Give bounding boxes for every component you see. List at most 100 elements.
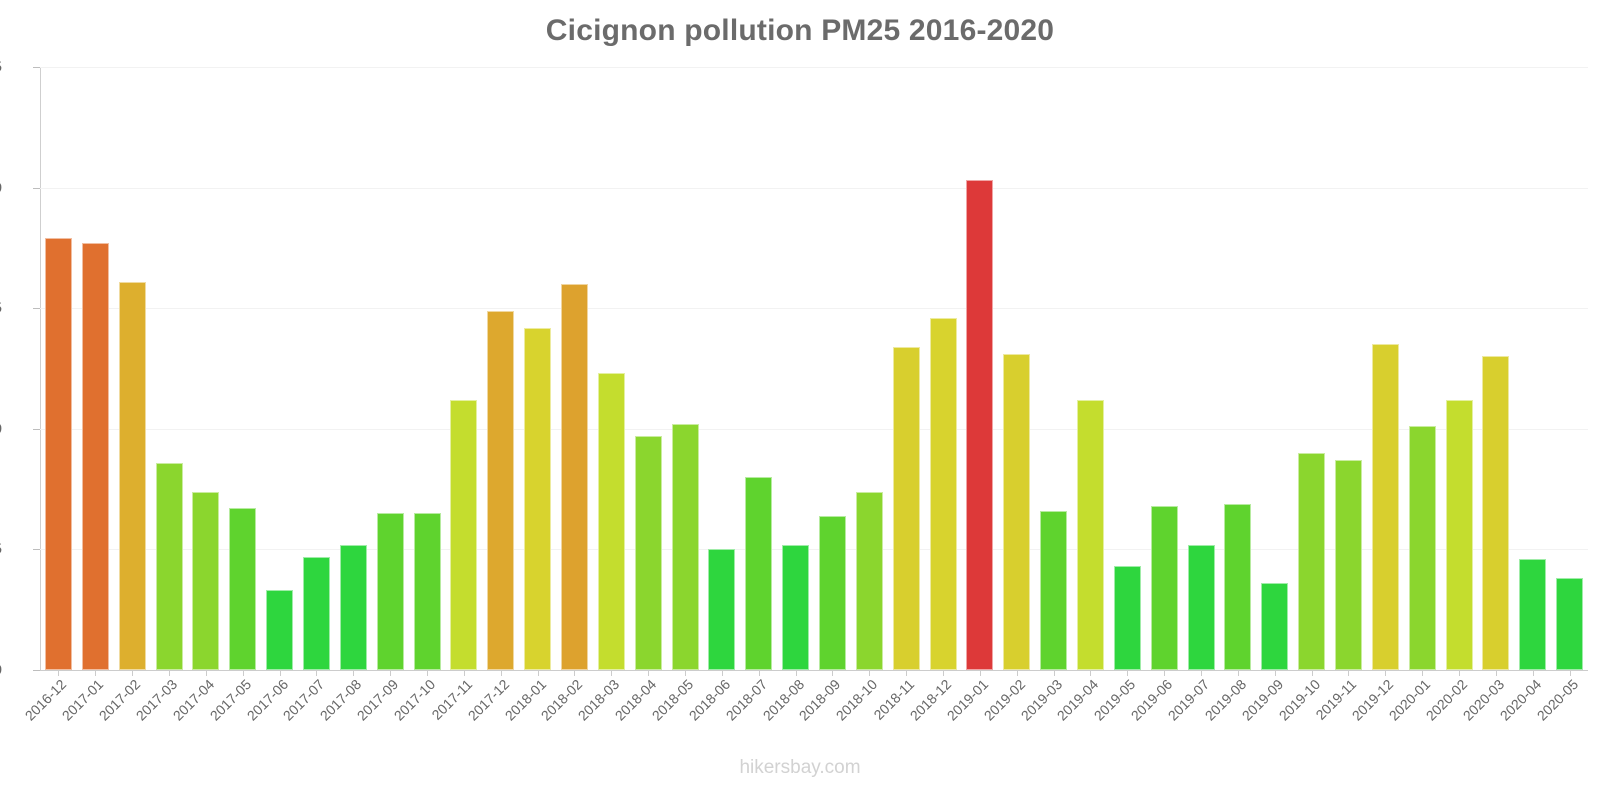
bar[interactable]	[1556, 578, 1584, 670]
y-axis-tick-label: 10	[0, 420, 12, 437]
x-axis-tick-mark	[1274, 670, 1276, 676]
bar[interactable]	[892, 346, 920, 670]
bar[interactable]	[524, 327, 552, 670]
x-axis-tick-mark	[353, 670, 355, 676]
bar[interactable]	[560, 284, 588, 670]
x-axis-tick-mark	[685, 670, 686, 676]
x-axis-tick-mark	[758, 670, 760, 676]
bar[interactable]	[1224, 503, 1252, 670]
bar[interactable]	[708, 549, 736, 670]
bar[interactable]	[1334, 460, 1362, 670]
x-axis-tick-mark	[390, 670, 392, 676]
x-axis-tick-mark	[169, 670, 170, 676]
bar[interactable]	[1150, 505, 1178, 670]
bar[interactable]	[44, 238, 72, 670]
x-axis-tick-mark	[537, 670, 539, 676]
x-axis-tick-mark	[648, 670, 650, 676]
bar[interactable]	[1076, 399, 1104, 670]
x-axis-tick-mark	[242, 670, 244, 676]
y-axis-tick-mark	[33, 187, 41, 189]
bar[interactable]	[1482, 356, 1510, 670]
x-axis-tick-mark	[1201, 670, 1202, 676]
bar[interactable]	[1187, 544, 1215, 670]
bar[interactable]	[597, 373, 625, 670]
bar[interactable]	[671, 423, 699, 670]
bar[interactable]	[1371, 344, 1399, 670]
x-axis-tick-mark	[132, 670, 134, 676]
x-axis-tick-mark	[1385, 670, 1387, 676]
x-axis-tick-mark	[1311, 670, 1313, 676]
y-axis-tick-mark	[33, 67, 41, 68]
gridline	[40, 187, 1588, 189]
x-axis-tick-mark	[1422, 670, 1424, 676]
x-axis-tick-mark	[574, 670, 576, 676]
x-axis-tick-mark	[1495, 670, 1497, 676]
y-axis-tick-label: 25	[0, 59, 12, 76]
y-axis-tick-mark	[33, 549, 41, 551]
bar[interactable]	[1408, 426, 1436, 670]
x-axis-tick-mark	[1127, 670, 1129, 676]
bar[interactable]	[818, 515, 846, 670]
bar[interactable]	[1113, 566, 1141, 670]
x-axis-tick-mark	[463, 670, 465, 676]
bar[interactable]	[155, 462, 183, 670]
bar[interactable]	[855, 491, 883, 670]
x-axis-tick-mark	[95, 670, 97, 676]
gridline	[40, 549, 1588, 551]
bar[interactable]	[634, 436, 662, 670]
bar[interactable]	[192, 491, 220, 670]
x-axis-tick-mark	[1090, 670, 1092, 676]
y-axis-line	[40, 67, 41, 670]
bar[interactable]	[782, 544, 810, 670]
x-axis-tick-mark	[500, 670, 502, 676]
gridline	[40, 428, 1588, 430]
y-axis-tick-mark	[33, 308, 41, 310]
x-axis-tick-mark	[869, 670, 871, 676]
x-axis-tick-mark	[611, 670, 613, 676]
gridline	[40, 670, 1588, 671]
gridline	[40, 67, 1588, 68]
bar[interactable]	[1519, 559, 1547, 670]
plot-area	[40, 67, 1588, 671]
x-axis-tick-mark	[1237, 670, 1239, 676]
bar[interactable]	[745, 477, 773, 670]
bar[interactable]	[1261, 583, 1289, 670]
y-axis-tick-label: 5	[0, 541, 12, 558]
bar[interactable]	[339, 544, 367, 670]
bar[interactable]	[229, 508, 257, 670]
x-axis-tick-mark	[58, 670, 60, 676]
x-axis-tick-mark	[1348, 670, 1350, 676]
bar[interactable]	[1445, 399, 1473, 670]
bar[interactable]	[1040, 510, 1068, 670]
x-axis-tick-mark	[943, 670, 944, 676]
bar[interactable]	[81, 243, 109, 670]
bar[interactable]	[413, 513, 441, 670]
watermark-label: hikersbay.com	[739, 757, 861, 778]
bar[interactable]	[1003, 354, 1031, 670]
bar[interactable]	[118, 281, 146, 670]
x-axis-tick-mark	[279, 670, 281, 676]
bar[interactable]	[929, 317, 957, 670]
y-axis-tick-mark	[33, 670, 41, 671]
x-axis-tick-mark	[832, 670, 834, 676]
x-axis-tick-mark	[906, 670, 908, 676]
bar[interactable]	[302, 556, 330, 670]
x-axis-tick-mark	[979, 670, 981, 676]
bar[interactable]	[450, 399, 478, 670]
x-axis-tick-mark	[795, 670, 797, 676]
bar[interactable]	[487, 310, 515, 670]
bar[interactable]	[1298, 452, 1326, 670]
x-axis-tick-mark	[1532, 670, 1534, 676]
x-axis-tick-mark	[316, 670, 318, 676]
bar[interactable]	[966, 180, 994, 670]
bar[interactable]	[376, 513, 404, 670]
y-axis-tick-label: 20	[0, 179, 12, 196]
x-axis-tick-mark	[1569, 670, 1571, 676]
x-axis-tick-mark	[1459, 670, 1460, 676]
bar[interactable]	[266, 590, 294, 670]
x-axis-tick-mark	[1164, 670, 1166, 676]
x-axis-tick-mark	[427, 670, 428, 676]
y-axis-tick-label: 0	[0, 662, 12, 679]
x-axis-tick-mark	[1016, 670, 1018, 676]
x-axis-tick-mark	[721, 670, 723, 676]
